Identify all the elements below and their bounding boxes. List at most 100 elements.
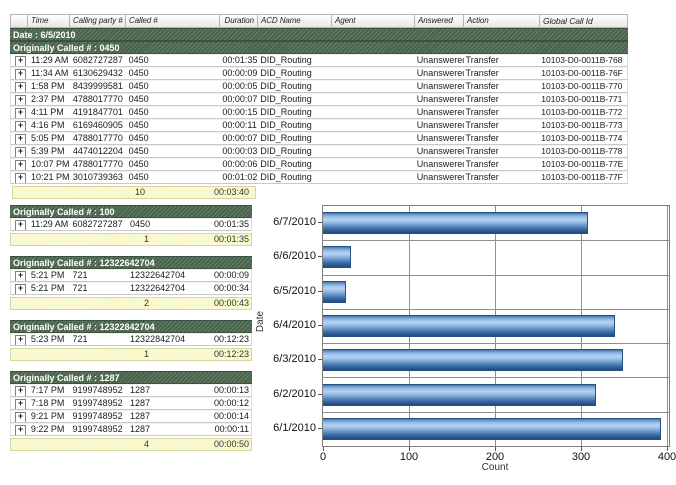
cell-calling: 721 — [72, 270, 88, 280]
column-header-called[interactable]: Called # — [126, 14, 220, 28]
expand-icon[interactable]: + — [15, 82, 26, 92]
column-header-calling-party[interactable]: Calling party # — [70, 14, 126, 28]
cell-calling: 4191847701 — [72, 107, 123, 117]
summary-total-duration: 00:00:50 — [213, 439, 249, 449]
cell-answered: Unanswered — [416, 146, 464, 156]
summary-call-count: 4 — [143, 439, 149, 449]
expand-icon[interactable]: + — [15, 386, 26, 396]
cell-agent — [332, 146, 415, 157]
expand-icon[interactable]: + — [15, 95, 26, 105]
expand-cell: + — [11, 411, 29, 422]
x-tick-label: 100 — [399, 451, 419, 463]
expand-icon[interactable]: + — [15, 399, 26, 409]
expand-icon[interactable]: + — [15, 121, 26, 131]
summary-call-count: 1 — [143, 349, 149, 359]
cell-answered: Unanswered — [416, 159, 464, 169]
expand-icon[interactable]: + — [15, 271, 26, 281]
grouped-call-tables: Originally Called # : 100 +11:29 AM 608272… — [10, 205, 252, 461]
cell-time: 5:21 PM — [30, 283, 65, 293]
cell-called: 0450 — [128, 133, 149, 143]
expand-icon[interactable]: + — [15, 108, 26, 118]
cell-action: Transfer — [465, 172, 499, 182]
expand-icon[interactable]: + — [15, 56, 26, 66]
expand-icon[interactable]: + — [15, 160, 26, 170]
table-row: +10:07 PM 4788017770 0450 00:00:06 DID_Routi… — [10, 158, 628, 171]
table-row: +5:21 PM 721 12322642704 00:00:09 — [10, 269, 252, 282]
table-row: +11:29 AM 6082727287 0450 00:01:35 — [10, 218, 252, 231]
originally-called-group-header: Originally Called # : 100 — [10, 205, 252, 218]
gridline-horizontal — [323, 275, 669, 276]
cell-acd: DID_Routing — [260, 159, 312, 169]
y-axis-tick — [318, 428, 322, 429]
gridline-horizontal — [323, 309, 669, 310]
column-header-action[interactable]: Action — [464, 14, 540, 28]
cell-calling: 4474012204 — [72, 146, 123, 156]
cell-agent — [332, 120, 415, 131]
cell-acd: DID_Routing — [260, 146, 312, 156]
column-header-time[interactable]: Time — [28, 14, 70, 28]
expand-icon[interactable]: + — [15, 284, 26, 294]
y-tick-label: 6/1/2010 — [273, 422, 316, 434]
expand-cell: + — [11, 146, 29, 157]
expand-icon[interactable]: + — [15, 173, 26, 183]
cell-action: Transfer — [465, 55, 499, 65]
cell-action: Transfer — [465, 81, 499, 91]
cell-calling: 8439999581 — [72, 81, 123, 91]
expand-icon[interactable]: + — [15, 220, 26, 230]
y-axis-tick — [318, 222, 322, 223]
column-header-answered[interactable]: Answered — [415, 14, 464, 28]
cell-action: Transfer — [465, 133, 499, 143]
cell-calling: 9199748952 — [72, 385, 123, 395]
group-table: Originally Called # : 12322842704 +5:23 P… — [10, 320, 252, 361]
x-axis-tick — [495, 447, 496, 451]
column-header-duration[interactable]: Duration — [220, 14, 258, 28]
originally-called-group-header: Originally Called # : 12322642704 — [10, 256, 252, 269]
cell-action: Transfer — [465, 94, 499, 104]
cell-calling: 4788017770 — [72, 133, 123, 143]
cell-time: 5:21 PM — [30, 270, 65, 280]
originally-called-group-header: Originally Called # : 12322842704 — [10, 320, 252, 333]
cell-calling: 721 — [72, 283, 88, 293]
expand-icon[interactable]: + — [15, 69, 26, 79]
cell-answered: Unanswered — [416, 107, 464, 117]
expand-icon[interactable]: + — [15, 412, 26, 422]
chart-bar — [323, 212, 588, 234]
expand-cell: + — [11, 94, 29, 105]
cell-called: 0450 — [128, 68, 149, 78]
expand-cell: + — [11, 55, 29, 66]
table-row: +5:05 PM 4788017770 0450 00:00:07 DID_Routin… — [10, 132, 628, 145]
column-header-agent[interactable]: Agent — [332, 14, 415, 28]
cell-acd: DID_Routing — [260, 55, 312, 65]
expand-icon[interactable]: + — [15, 335, 26, 345]
cell-calling: 4788017770 — [72, 94, 123, 104]
cell-agent — [332, 81, 415, 92]
chart-bar — [323, 384, 596, 406]
cell-agent — [332, 107, 415, 118]
expand-cell: + — [11, 219, 29, 230]
cell-duration: 00:00:07 — [222, 94, 258, 104]
cell-duration: 00:00:07 — [222, 133, 258, 143]
summary-total-duration: 00:12:23 — [213, 349, 249, 359]
cell-calling: 9199748952 — [72, 424, 123, 434]
column-header-expand[interactable] — [10, 14, 28, 28]
cell-global-id: 10103-D0-0011B-771 — [541, 94, 623, 104]
column-header-acd-name[interactable]: ACD Name — [258, 14, 332, 28]
cell-called: 0450 — [128, 120, 149, 130]
expand-icon[interactable]: + — [15, 134, 26, 144]
column-header-global-call-id[interactable]: Global Call Id — [540, 14, 628, 28]
x-axis-title: Count — [481, 462, 509, 473]
x-axis-tick — [667, 447, 668, 451]
y-axis-tick — [318, 291, 322, 292]
cell-time: 10:21 PM — [30, 172, 70, 182]
chart-bar — [323, 418, 661, 440]
cell-duration: 00:00:34 — [213, 283, 249, 293]
chart-plot-area — [322, 205, 670, 447]
expand-icon[interactable]: + — [15, 425, 26, 435]
cell-agent — [332, 55, 415, 66]
cell-agent — [332, 133, 415, 144]
expand-icon[interactable]: + — [15, 147, 26, 157]
chart-bar — [323, 349, 623, 371]
x-tick-label: 300 — [571, 451, 591, 463]
cell-time: 4:11 PM — [30, 107, 64, 117]
x-tick-label: 200 — [485, 451, 505, 463]
